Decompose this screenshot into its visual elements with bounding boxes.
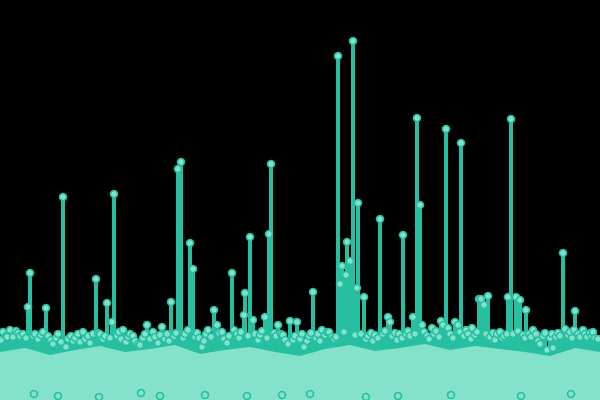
chart-figure (0, 36, 600, 400)
stem-chart (0, 36, 600, 400)
